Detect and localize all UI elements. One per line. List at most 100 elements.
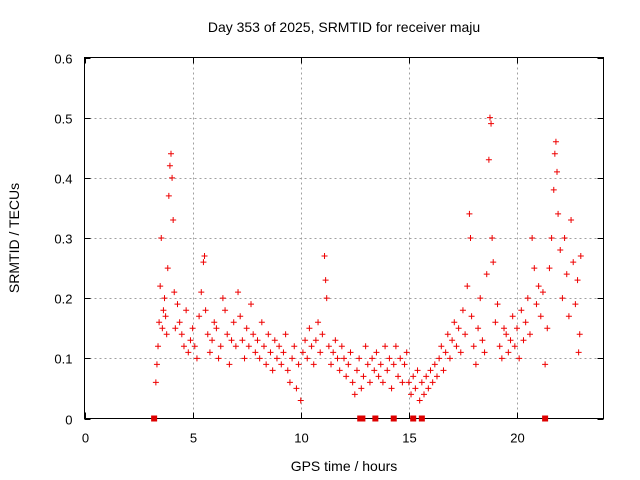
data-point [170,216,177,223]
data-point [230,319,237,326]
data-point [511,343,518,350]
data-point [360,373,367,380]
data-point [226,361,233,368]
data-point [565,313,572,320]
data-point [551,150,558,157]
data-point [321,253,328,260]
data-point [410,373,417,380]
data-point [503,331,510,338]
data-point [509,313,516,320]
data-point [152,379,159,386]
data-point [204,331,211,338]
data-point [433,373,440,380]
data-point [273,355,280,362]
data-point [421,391,428,398]
data-point [468,313,475,320]
data-point [472,361,479,368]
data-point [308,343,315,350]
zero-flag-marker [410,415,417,422]
data-point [211,319,218,326]
data-point [201,253,208,260]
data-point [168,150,174,157]
data-point [256,355,263,362]
data-point [295,361,302,368]
data-point [345,361,352,368]
data-point [490,259,497,266]
zero-flag-marker [359,415,366,422]
data-point [575,349,582,356]
data-point [187,337,194,344]
data-point [353,367,360,374]
data-point [322,277,329,284]
data-point [358,385,365,392]
data-point [252,349,259,356]
data-point [375,373,382,380]
data-point [382,343,389,350]
data-point [265,331,272,338]
data-point [574,277,581,284]
data-point [550,186,557,193]
data-point [449,337,456,344]
data-point [171,289,178,296]
data-point [241,355,248,362]
data-point [260,343,267,350]
data-point [377,361,384,368]
data-point [189,325,196,332]
x-tick-label: 15 [402,431,416,446]
data-point [496,343,503,350]
data-point [408,391,415,398]
data-point [425,385,432,392]
data-point [280,349,287,356]
data-point [438,343,445,350]
data-point [529,235,536,241]
data-point [570,259,577,266]
data-point [338,343,345,350]
data-point [293,385,300,392]
data-point [200,259,207,266]
data-point [486,114,493,121]
data-point [533,301,540,308]
data-point [423,373,430,380]
data-point [258,319,265,326]
data-point [364,361,371,368]
data-point [178,331,185,338]
data-point [390,361,397,368]
data-point [334,355,341,362]
data-point [561,235,568,241]
data-point [347,349,354,356]
data-point [440,367,447,374]
x-axis-label: GPS time / hours [291,458,398,474]
data-point [477,295,484,302]
y-tick-label: 0.3 [54,232,72,247]
zero-flag-marker [418,415,425,422]
data-point [405,379,412,386]
data-point [563,271,570,278]
data-point [524,295,531,302]
y-tick-label: 0.6 [54,52,72,67]
data-point [176,319,183,326]
data-point [557,247,564,254]
data-point [379,379,386,386]
data-point [166,162,173,169]
data-point [174,301,181,308]
data-points [152,114,584,404]
data-point [222,307,229,314]
data-point [366,379,373,386]
data-point [289,355,296,362]
data-point [172,325,179,332]
data-point [319,331,326,338]
y-tick-label: 0 [65,413,72,428]
data-point [453,343,460,350]
chart-title: Day 353 of 2025, SRMTID for receiver maj… [208,19,480,35]
data-point [464,283,471,290]
data-point [429,379,436,386]
x-tick-label: 0 [82,431,89,446]
data-point [481,349,488,356]
data-point [310,361,317,368]
data-point [548,235,555,241]
data-point [479,337,486,344]
data-point [213,325,220,332]
data-point [501,325,508,332]
data-point [254,337,261,344]
